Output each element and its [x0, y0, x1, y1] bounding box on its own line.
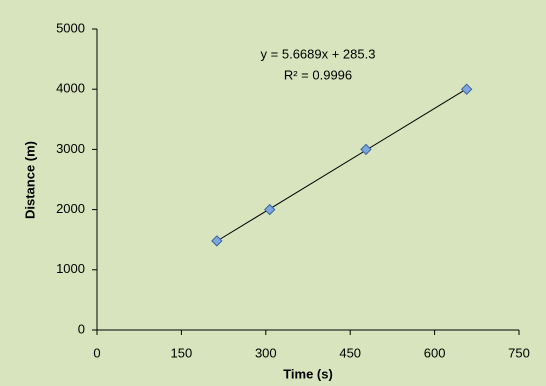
- y-tick-label: 5000: [56, 20, 85, 35]
- y-tick-label: 3000: [56, 141, 85, 156]
- point: [211, 235, 223, 247]
- x-tick-label: 450: [339, 345, 361, 360]
- x-tick-label: 0: [93, 345, 100, 360]
- y-tick-label: 0: [78, 321, 85, 336]
- y-tick-label: 1000: [56, 261, 85, 276]
- x-tick-label: 150: [171, 345, 193, 360]
- trendline: [216, 88, 467, 242]
- y-tick-label: 2000: [56, 201, 85, 216]
- trend-equation: y = 5.6689x + 285.3: [261, 46, 376, 61]
- x-tick-label: 600: [424, 345, 446, 360]
- point: [460, 83, 473, 95]
- point: [360, 143, 372, 156]
- point: [264, 203, 276, 216]
- y-axis-title: Distance (m): [22, 141, 37, 219]
- x-tick-label: 300: [255, 345, 277, 360]
- x-axis-title: Time (s): [283, 366, 333, 381]
- y-tick-label: 4000: [56, 81, 85, 96]
- r-squared: R² = 0.9996: [284, 67, 352, 82]
- x-tick-label: 750: [508, 345, 530, 360]
